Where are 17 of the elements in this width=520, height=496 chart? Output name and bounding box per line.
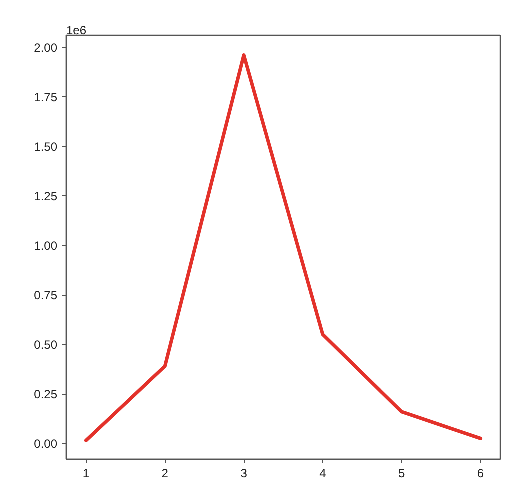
x-tick-label: 6 <box>477 466 484 480</box>
x-tick-label: 3 <box>240 466 248 480</box>
y-tick-label: 0.50 <box>34 338 58 352</box>
y-tick-label: 1.75 <box>34 90 58 104</box>
annotation: 1e6 <box>66 24 87 38</box>
x-tick-label: 5 <box>398 466 406 480</box>
x-tick-label: 4 <box>320 466 327 480</box>
y-tick-label: 1.25 <box>34 189 58 204</box>
y-tick-label: 0.00 <box>34 437 58 452</box>
y-tick-label: 1.50 <box>34 140 58 154</box>
y-tick-label: 0.25 <box>34 388 58 402</box>
x-tick-label: 2 <box>162 466 169 480</box>
y-tick-label: 0.75 <box>34 288 58 303</box>
y-tick-label: 2.00 <box>34 40 58 55</box>
x-tick-label: 1 <box>82 466 90 480</box>
line-series <box>84 54 483 442</box>
y-tick-label: 1.00 <box>34 239 58 254</box>
